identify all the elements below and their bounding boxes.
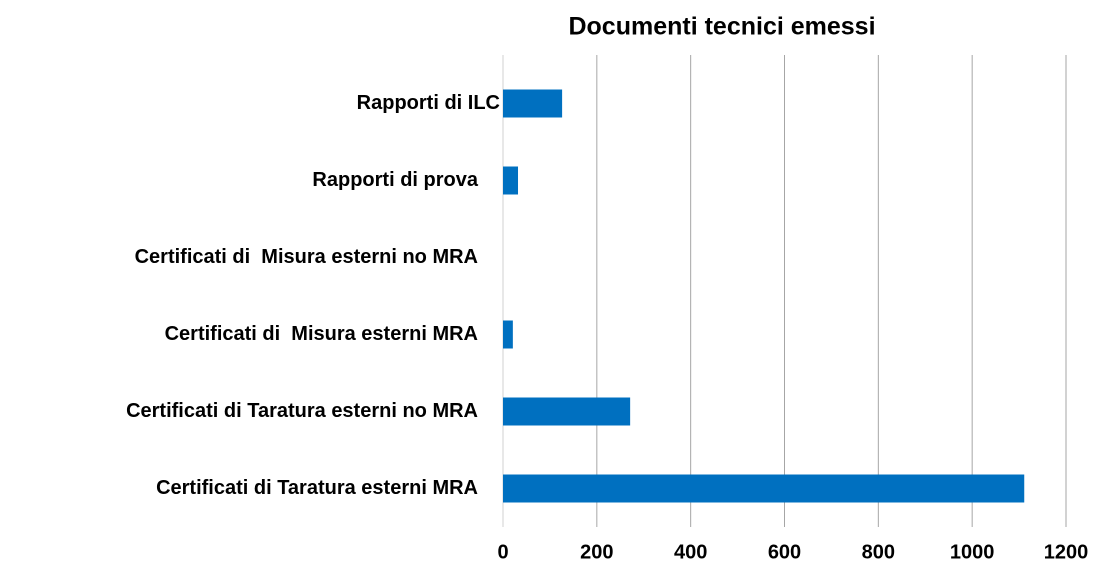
bar [503,397,631,426]
y-tick-label: Certificati di Misura esterni no MRA [135,246,478,268]
y-tick-label: Rapporti di ILC [357,92,500,114]
y-tick-label: Rapporti di prova [312,169,478,191]
x-tick-label: 1200 [1044,541,1089,563]
bar [503,166,519,195]
x-tick-label: 1000 [950,541,995,563]
chart-title: Documenti tecnici emessi [568,13,875,41]
y-tick-label: Certificati di Taratura esterni no MRA [126,400,478,422]
x-tick-label: 0 [497,541,508,563]
x-tick-label: 200 [580,541,613,563]
y-tick-label: Certificati di Taratura esterni MRA [156,477,478,499]
bar [503,320,513,349]
bar [503,89,563,118]
x-tick-label: 400 [674,541,707,563]
x-tick-label: 600 [768,541,801,563]
bar [503,474,1025,503]
y-tick-label: Certificati di Misura esterni MRA [165,323,478,345]
x-tick-label: 800 [862,541,895,563]
